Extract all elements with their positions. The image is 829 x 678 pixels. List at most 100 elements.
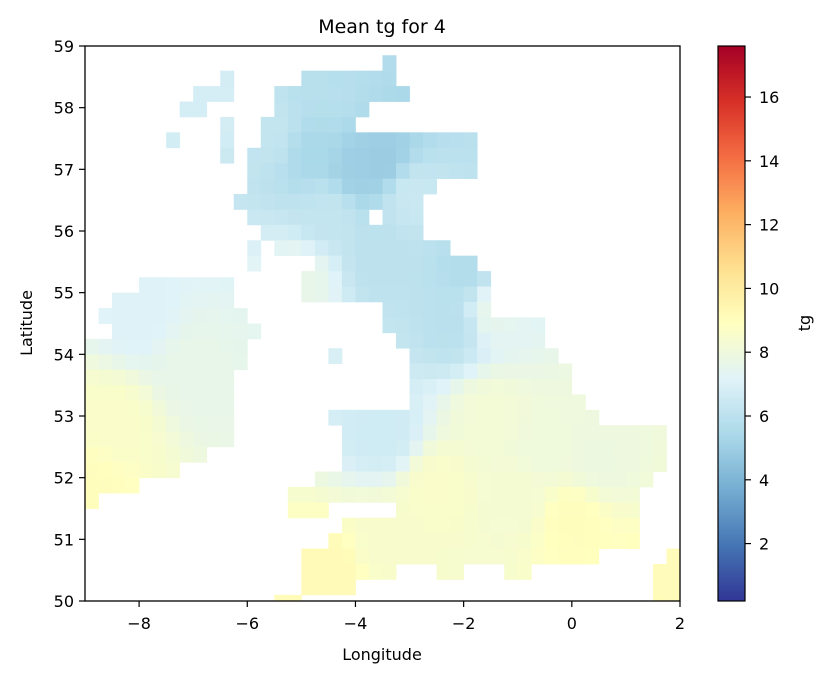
heatmap-cell <box>477 332 492 349</box>
heatmap-cell <box>85 477 99 494</box>
heatmap-cell <box>85 385 99 401</box>
heatmap-cell <box>98 431 113 448</box>
heatmap-cell <box>85 416 99 432</box>
heatmap-cell <box>382 548 397 565</box>
heatmap-cell <box>166 338 181 355</box>
heatmap-cell <box>666 548 680 565</box>
heatmap-cell <box>585 440 600 457</box>
heatmap-cell <box>193 416 208 432</box>
heatmap-cell <box>504 425 519 442</box>
heatmap-cell <box>125 385 140 401</box>
heatmap-cell <box>423 517 437 534</box>
heatmap-cell <box>450 456 465 472</box>
heatmap-cell <box>396 425 410 442</box>
heatmap-cell <box>450 486 465 503</box>
heatmap-cell <box>206 86 221 102</box>
heatmap-cell <box>639 440 654 457</box>
heatmap-cell <box>382 301 397 318</box>
heatmap-cell <box>423 379 437 395</box>
heatmap-cell <box>558 440 573 457</box>
heatmap-cell <box>247 209 262 226</box>
heatmap-cell <box>517 533 532 549</box>
heatmap-cell <box>666 579 680 596</box>
heatmap-cell <box>368 163 383 179</box>
heatmap-cell <box>477 425 492 442</box>
heatmap-cell <box>355 471 370 488</box>
heatmap-cell <box>625 517 640 534</box>
heatmap-cell <box>409 271 424 287</box>
heatmap-cell <box>612 502 627 519</box>
heatmap-cell <box>382 86 397 102</box>
heatmap-cell <box>179 277 194 294</box>
heatmap-cell <box>328 132 343 149</box>
heatmap-cell <box>355 178 370 195</box>
heatmap-cell <box>368 564 383 580</box>
heatmap-cell <box>409 224 424 241</box>
heatmap-cell <box>382 286 397 303</box>
heatmap-cell <box>531 379 546 395</box>
heatmap-cell <box>206 308 221 324</box>
heatmap-cell <box>341 533 356 549</box>
heatmap-cell <box>666 564 680 580</box>
heatmap-cell <box>166 308 181 324</box>
heatmap-cell <box>247 163 262 179</box>
heatmap-cell <box>233 338 248 355</box>
heatmap-cell <box>368 271 383 287</box>
y-tick-label: 57 <box>54 160 74 179</box>
heatmap-cell <box>490 456 505 472</box>
heatmap-cell <box>463 363 478 380</box>
heatmap-cell <box>423 502 437 519</box>
heatmap-cell <box>463 486 478 503</box>
y-tick-label: 53 <box>54 407 74 426</box>
x-tick-label: −4 <box>344 614 368 633</box>
x-tick-label: 0 <box>567 614 577 633</box>
heatmap-cell <box>112 323 126 340</box>
heatmap-cell <box>328 163 343 179</box>
heatmap-cell <box>558 502 573 519</box>
heatmap-cell <box>558 486 573 503</box>
heatmap-cell <box>463 517 478 534</box>
heatmap-cell <box>531 363 546 380</box>
heatmap-cell <box>193 354 208 371</box>
heatmap-cell <box>490 486 505 503</box>
heatmap-cell <box>544 517 559 534</box>
heatmap-cell <box>571 471 586 488</box>
heatmap-cell <box>287 594 302 601</box>
heatmap-cell <box>368 517 383 534</box>
heatmap-cell <box>355 101 370 118</box>
heatmap-cell <box>355 240 370 257</box>
colorbar-tick-label: 16 <box>759 88 779 107</box>
heatmap-cell <box>571 409 586 426</box>
heatmap-cell <box>274 194 289 210</box>
heatmap-cell <box>382 209 397 226</box>
heatmap-cell <box>341 564 356 580</box>
heatmap-cell <box>396 517 410 534</box>
heatmap-cell <box>625 440 640 457</box>
heatmap-cell <box>139 292 154 309</box>
heatmap-cell <box>112 354 126 371</box>
x-tick-label: −2 <box>452 614 476 633</box>
heatmap-cell <box>355 132 370 149</box>
heatmap-cell <box>112 400 126 417</box>
heatmap-cell <box>355 224 370 241</box>
heatmap-cell <box>382 178 397 195</box>
heatmap-cell <box>98 400 113 417</box>
heatmap-cell <box>423 456 437 472</box>
heatmap-cell <box>301 209 316 226</box>
heatmap-cell <box>355 86 370 102</box>
heatmap-cell <box>423 240 437 257</box>
heatmap-cell <box>355 70 370 87</box>
heatmap-cell <box>166 292 181 309</box>
heatmap-cell <box>504 486 519 503</box>
heatmap-cell <box>423 132 437 149</box>
heatmap-cell <box>314 101 329 118</box>
heatmap-cell <box>247 147 262 164</box>
heatmap-cell <box>193 308 208 324</box>
heatmap-cell <box>409 471 424 488</box>
heatmap-cell <box>112 385 126 401</box>
heatmap-cell <box>152 385 167 401</box>
heatmap-cell <box>260 194 275 210</box>
heatmap-cell <box>125 292 140 309</box>
heatmap-cell <box>450 147 465 164</box>
heatmap-cell <box>85 400 99 417</box>
